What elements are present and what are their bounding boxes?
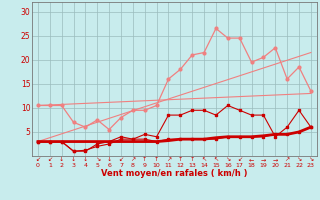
X-axis label: Vent moyen/en rafales ( km/h ): Vent moyen/en rafales ( km/h )	[101, 169, 248, 178]
